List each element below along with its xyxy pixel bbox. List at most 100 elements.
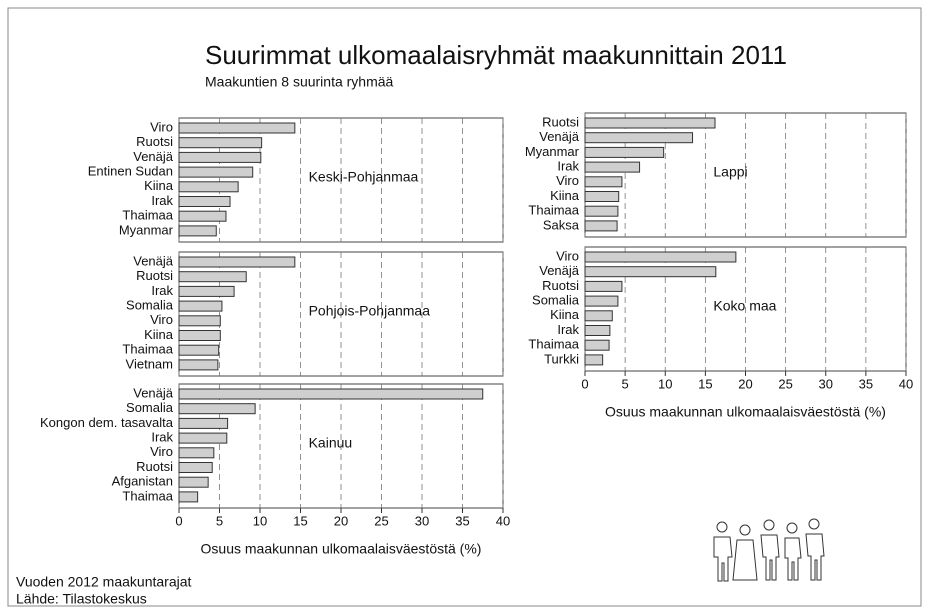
y-tick-label: Thaimaa	[122, 208, 173, 223]
bar	[178, 137, 263, 149]
x-tick-label: 20	[738, 376, 752, 391]
bar	[178, 196, 231, 207]
bar	[178, 285, 235, 297]
x-tick-label: 25	[374, 513, 388, 528]
bar	[584, 339, 610, 351]
bar	[178, 210, 227, 222]
x-tick-label: 15	[698, 376, 712, 391]
panel-label: Keski-Pohjanmaa	[309, 169, 419, 185]
x-tick-label: 30	[819, 376, 833, 391]
y-tick-label: Thaimaa	[528, 203, 579, 218]
y-tick-label: Somalia	[532, 293, 580, 308]
panel-label: Koko maa	[713, 298, 776, 314]
y-tick-label: Thaimaa	[528, 337, 579, 352]
y-tick-label: Irak	[151, 430, 173, 445]
bar	[584, 325, 611, 336]
outer-border	[7, 7, 922, 607]
bar	[584, 251, 737, 263]
x-tick-label: 15	[293, 513, 307, 528]
bar	[178, 256, 296, 268]
x-tick-label: 40	[899, 376, 913, 391]
y-tick-label: Saksa	[543, 217, 580, 232]
bar	[584, 295, 619, 307]
x-tick-label: 0	[581, 376, 588, 391]
bar	[178, 432, 228, 444]
y-tick-label: Viro	[556, 248, 579, 263]
bar	[178, 476, 209, 488]
x-tick-label: 25	[778, 376, 792, 391]
bar	[584, 117, 716, 129]
y-tick-label: Somalia	[126, 400, 174, 415]
x-axis-label: Osuus maakunnan ulkomaalaisväestöstä (%)	[201, 541, 482, 557]
panel-label: Kainuu	[309, 435, 353, 451]
bar	[584, 205, 619, 217]
people-icon	[713, 518, 825, 582]
y-tick-label: Myanmar	[119, 222, 174, 237]
bar	[584, 266, 717, 278]
bar	[178, 225, 217, 237]
x-tick-label: 0	[175, 513, 182, 528]
y-tick-label: Turkki	[544, 351, 579, 366]
x-tick-label: 20	[334, 513, 348, 528]
bar	[178, 344, 220, 356]
y-tick-label: Thaimaa	[122, 488, 173, 503]
bar	[584, 280, 623, 292]
bar	[584, 176, 623, 188]
note: Lähde: Tilastokeskus	[16, 591, 147, 607]
y-tick-label: Ruotsi	[136, 134, 173, 149]
note: Vuoden 2012 maakuntarajat	[16, 574, 192, 590]
x-tick-label: 30	[415, 513, 429, 528]
bar	[584, 191, 620, 202]
bar	[584, 310, 613, 322]
y-tick-label: Viro	[150, 444, 173, 459]
y-tick-label: Entinen Sudan	[88, 164, 173, 179]
y-tick-label: Kiina	[144, 327, 174, 342]
x-tick-label: 5	[622, 376, 629, 391]
y-tick-label: Ruotsi	[136, 268, 173, 283]
bar	[178, 403, 256, 415]
x-tick-label: 10	[253, 513, 267, 528]
y-tick-label: Kiina	[550, 307, 580, 322]
y-tick-label: Venäjä	[133, 253, 174, 268]
bar	[178, 388, 484, 400]
panel-label: Pohjois-Pohjanmaa	[309, 303, 431, 319]
y-tick-label: Somalia	[126, 298, 174, 313]
y-tick-label: Irak	[151, 193, 173, 208]
y-tick-label: Venäjä	[539, 263, 580, 278]
panel-label: Lappi	[713, 164, 747, 180]
x-tick-label: 35	[859, 376, 873, 391]
bar	[178, 447, 215, 459]
bar	[178, 166, 254, 178]
bar	[584, 146, 665, 158]
y-tick-label: Viro	[556, 173, 579, 188]
bar	[178, 462, 213, 473]
bar	[178, 271, 247, 283]
y-tick-label: Viro	[150, 119, 173, 134]
y-tick-label: Ruotsi	[542, 278, 579, 293]
y-tick-label: Irak	[151, 283, 173, 298]
y-tick-label: Ruotsi	[542, 114, 579, 129]
bar	[178, 151, 262, 163]
bar	[584, 354, 604, 366]
y-tick-label: Kongon dem. tasavalta	[40, 415, 174, 430]
chart-title: Suurimmat ulkomaalaisryhmät maakunnittai…	[205, 40, 787, 70]
bar	[178, 359, 219, 371]
y-tick-label: Myanmar	[525, 144, 580, 159]
x-tick-label: 5	[216, 513, 223, 528]
x-tick-label: 10	[658, 376, 672, 391]
y-tick-label: Venäjä	[133, 385, 174, 400]
bar	[178, 122, 296, 134]
y-tick-label: Venäjä	[539, 129, 580, 144]
bar	[178, 491, 199, 503]
y-tick-label: Viro	[150, 312, 173, 327]
x-tick-label: 35	[455, 513, 469, 528]
y-tick-label: Kiina	[550, 188, 580, 203]
bar	[178, 330, 221, 341]
bar	[584, 161, 641, 173]
y-tick-label: Kiina	[144, 178, 174, 193]
bar	[178, 315, 221, 327]
y-tick-label: Irak	[557, 159, 579, 174]
bar	[178, 417, 229, 429]
